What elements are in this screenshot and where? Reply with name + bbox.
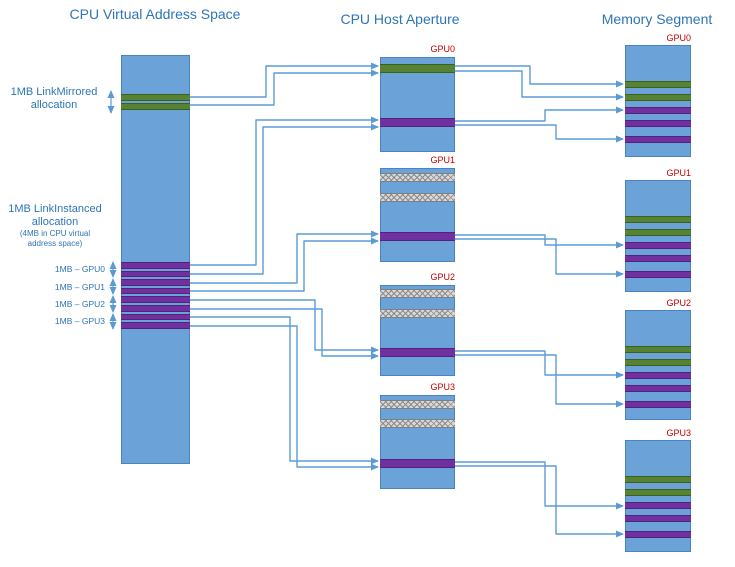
aperture-gpu1-hatch-stripe: [380, 193, 455, 202]
memory-gpu1-purple-stripe: [625, 271, 691, 278]
memory-gpu-label: GPU0: [666, 33, 691, 43]
connector-arrow: [455, 354, 624, 408]
aperture-box-gpu1: [380, 168, 455, 262]
vas-linkinstanced-stripe: [121, 322, 190, 329]
connector-arrow: [190, 69, 379, 106]
connector-arrow: [455, 238, 624, 278]
memory-box-gpu3: [625, 440, 691, 552]
memory-gpu3-purple-stripe: [625, 502, 691, 509]
connector-arrow: [455, 106, 624, 122]
aperture-box-gpu3: [380, 395, 455, 489]
memory-box-gpu0: [625, 45, 691, 157]
aperture-gpu3-hatch-stripe: [380, 400, 455, 409]
memory-gpu0-green-stripe: [625, 81, 691, 88]
label-linkmirrored-line1: 1MB LinkMirrored: [10, 86, 98, 98]
aperture-gpu-label: GPU3: [430, 382, 455, 392]
vas-linkinstanced-stripe: [121, 287, 190, 295]
memory-gpu-label: GPU1: [666, 168, 691, 178]
vas-linkinstanced-stripe: [121, 270, 190, 278]
memory-gpu2-purple-stripe: [625, 401, 691, 408]
memory-gpu2-green-stripe: [625, 346, 691, 353]
label-linkmirrored-allocation: 1MB LinkMirrored allocation: [2, 86, 106, 112]
title-cpu-virtual-address-space: CPU Virtual Address Space: [69, 6, 241, 22]
aperture-gpu-label: GPU1: [430, 155, 455, 165]
memory-gpu-label: GPU3: [666, 428, 691, 438]
aperture-gpu3-purple-stripe: [380, 459, 455, 468]
memory-gpu0-purple-stripe: [625, 107, 691, 114]
vas-linkinstanced-stripe: [121, 279, 190, 286]
memory-gpu0-purple-stripe: [625, 120, 691, 127]
aperture-gpu2-purple-stripe: [380, 348, 455, 357]
aperture-box-gpu0: [380, 57, 455, 152]
vas-linkinstanced-stripe: [121, 296, 190, 303]
connector-arrow: [190, 316, 379, 465]
connector-arrow: [455, 350, 624, 379]
vas-linkinstanced-stripe: [121, 305, 190, 312]
label-linkinstanced-note2: address space): [27, 239, 83, 248]
label-linkinstanced-line2: allocation: [31, 216, 79, 228]
label-1mb-gpu3: 1MB – GPU3: [54, 316, 105, 326]
label-1mb-gpu0: 1MB – GPU0: [54, 264, 105, 274]
connector-arrow: [455, 465, 624, 538]
memory-gpu1-purple-stripe: [625, 255, 691, 262]
aperture-box-gpu2: [380, 285, 455, 376]
label-linkinstanced-allocation: 1MB LinkInstanced allocation (4MB in CPU…: [5, 203, 105, 249]
connector-arrow: [455, 124, 624, 143]
connector-arrow: [190, 62, 379, 98]
memory-gpu1-green-stripe: [625, 229, 691, 236]
aperture-gpu1-purple-stripe: [380, 232, 455, 241]
memory-gpu0-purple-stripe: [625, 136, 691, 143]
memory-gpu3-green-stripe: [625, 476, 691, 483]
aperture-gpu-label: GPU2: [430, 272, 455, 282]
connector-arrow: [455, 234, 624, 249]
memory-gpu2-purple-stripe: [625, 385, 691, 392]
label-linkinstanced-note1: (4MB in CPU virtual: [19, 229, 91, 238]
memory-gpu-label: GPU2: [666, 298, 691, 308]
label-1mb-gpu1: 1MB – GPU1: [54, 282, 105, 292]
connector-arrow: [190, 325, 379, 471]
aperture-gpu2-hatch-stripe: [380, 289, 455, 298]
connector-arrow: [190, 116, 379, 266]
aperture-gpu0-green-stripe: [380, 64, 455, 73]
memory-gpu3-green-stripe: [625, 489, 691, 496]
title-memory-segment: Memory Segment: [601, 11, 713, 27]
connector-arrow: [190, 308, 379, 360]
vas-linkmirrored-stripe: [121, 103, 190, 110]
memory-gpu2-purple-stripe: [625, 372, 691, 379]
connector-arrow: [190, 237, 379, 292]
connector-arrow: [190, 230, 379, 284]
aperture-gpu3-hatch-stripe: [380, 419, 455, 428]
connector-arrow: [190, 123, 379, 275]
connector-arrow: [455, 461, 624, 510]
memory-gpu1-purple-stripe: [625, 242, 691, 249]
memory-gpu3-purple-stripe: [625, 515, 691, 522]
label-linkmirrored-line2: allocation: [30, 99, 78, 111]
vas-linkmirrored-stripe: [121, 94, 190, 101]
memory-gpu0-green-stripe: [625, 94, 691, 101]
vas-linkinstanced-stripe: [121, 262, 190, 269]
aperture-gpu1-hatch-stripe: [380, 173, 455, 182]
memory-gpu3-purple-stripe: [625, 531, 691, 538]
memory-box-gpu2: [625, 310, 691, 420]
connector-arrow: [455, 70, 624, 101]
label-linkinstanced-line1: 1MB LinkInstanced: [8, 203, 102, 215]
aperture-gpu2-hatch-stripe: [380, 309, 455, 318]
connector-arrow: [190, 299, 379, 354]
connector-arrow: [455, 65, 624, 88]
cpu-virtual-address-space-box: [121, 55, 190, 464]
vas-linkinstanced-stripe: [121, 313, 190, 321]
aperture-gpu0-purple-stripe: [380, 118, 455, 127]
memory-box-gpu1: [625, 180, 691, 292]
memory-gpu2-green-stripe: [625, 359, 691, 366]
aperture-gpu-label: GPU0: [430, 44, 455, 54]
memory-gpu1-green-stripe: [625, 216, 691, 223]
title-cpu-host-aperture: CPU Host Aperture: [340, 11, 460, 27]
label-1mb-gpu2: 1MB – GPU2: [54, 299, 105, 309]
